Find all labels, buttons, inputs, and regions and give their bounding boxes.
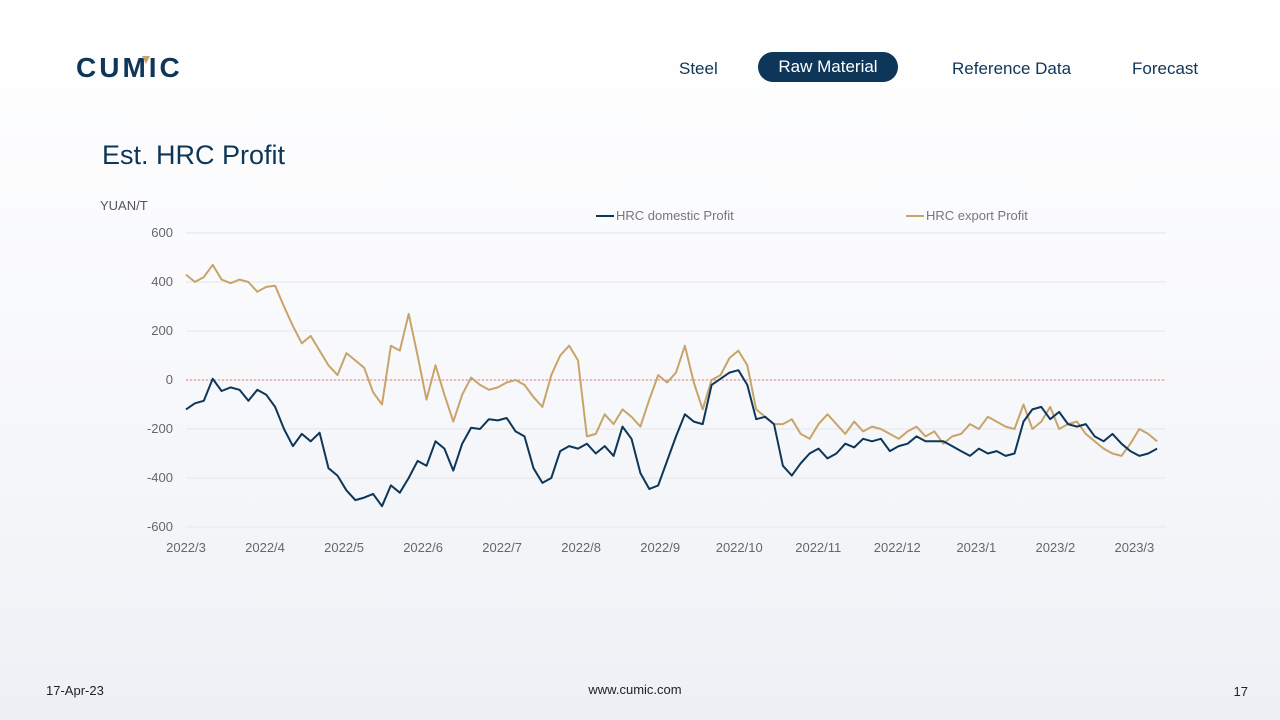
legend-label: HRC domestic Profit xyxy=(616,208,734,223)
y-tick-label: -600 xyxy=(147,519,173,534)
footer-url[interactable]: www.cumic.com xyxy=(588,682,682,697)
x-tick-label: 2022/8 xyxy=(561,540,601,555)
nav-tab-raw-material[interactable]: Raw Material xyxy=(758,52,898,82)
cumic-logo: CUMIC xyxy=(76,54,183,80)
y-axis-label: YUAN/T xyxy=(100,198,148,213)
chart-legend: HRC domestic Profit HRC export Profit xyxy=(596,208,1028,223)
y-tick-label: -200 xyxy=(147,421,173,436)
x-tick-label: 2022/10 xyxy=(716,540,763,555)
logo-text: CUMIC xyxy=(76,54,183,80)
series-lines xyxy=(185,263,1158,508)
y-tick-label: 600 xyxy=(151,225,173,240)
x-tick-label: 2022/11 xyxy=(795,540,841,555)
nav-tab-steel[interactable]: Steel xyxy=(679,59,718,78)
y-tick-label: 400 xyxy=(151,274,173,289)
x-tick-label: 2022/4 xyxy=(245,540,285,555)
x-tick-label: 2023/1 xyxy=(956,540,996,555)
y-tick-label: 0 xyxy=(166,372,173,387)
x-tick-label: 2022/7 xyxy=(482,540,522,555)
nav-tab-reference-data[interactable]: Reference Data xyxy=(952,59,1072,78)
x-tick-label: 2022/6 xyxy=(403,540,443,555)
legend-label: HRC export Profit xyxy=(926,208,1028,223)
x-tick-label: 2023/2 xyxy=(1035,540,1075,555)
page-number: 17 xyxy=(1233,684,1248,699)
series-line-domestic xyxy=(185,369,1158,508)
y-tick-labels: 600 400 200 0 -200 -400 -600 xyxy=(147,225,173,534)
gridlines xyxy=(186,232,1166,528)
nav-tab-forecast[interactable]: Forecast xyxy=(1132,59,1199,78)
x-tick-labels: 2022/3 2022/4 2022/5 2022/6 2022/7 2022/8 2022… xyxy=(166,540,1154,555)
x-tick-label: 2022/3 xyxy=(166,540,206,555)
x-tick-label: 2022/9 xyxy=(640,540,680,555)
x-tick-label: 2022/12 xyxy=(874,540,921,555)
top-nav: Steel Raw Material Reference Data Foreca… xyxy=(0,52,1280,84)
logo-gold-mark xyxy=(142,56,150,64)
footer-date: 17-Apr-23 xyxy=(46,683,104,698)
y-tick-label: -400 xyxy=(147,470,173,485)
x-tick-label: 2022/5 xyxy=(324,540,364,555)
series-line-export xyxy=(185,263,1158,457)
page-title: Est. HRC Profit xyxy=(102,140,286,170)
x-tick-label: 2023/3 xyxy=(1115,540,1155,555)
y-tick-label: 200 xyxy=(151,323,173,338)
